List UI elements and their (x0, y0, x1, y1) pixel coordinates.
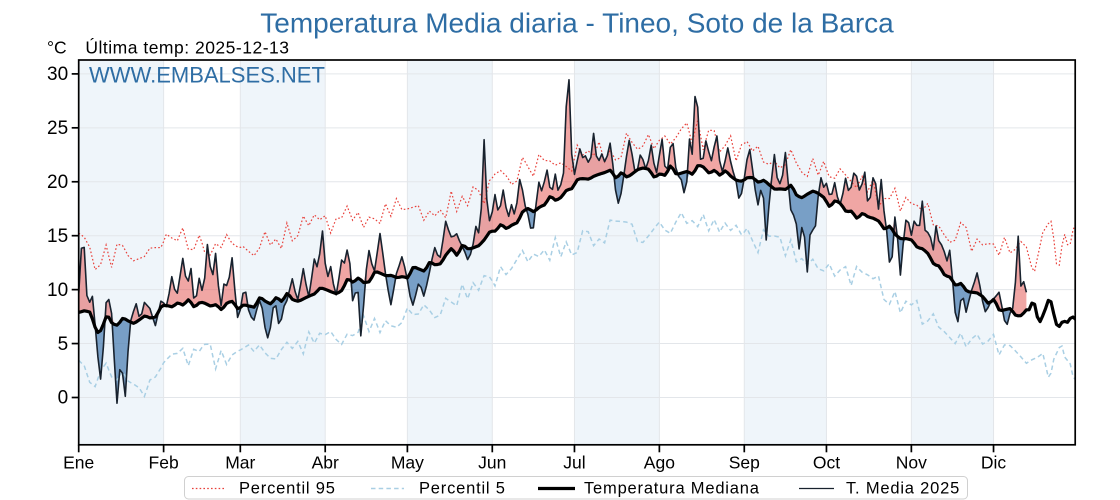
svg-text:Mar: Mar (225, 452, 255, 472)
svg-text:°C: °C (47, 37, 67, 57)
svg-text:30: 30 (47, 64, 68, 85)
svg-text:WWW.EMBALSES.NET: WWW.EMBALSES.NET (89, 63, 325, 88)
svg-text:Jul: Jul (563, 452, 585, 472)
svg-text:Percentil 5: Percentil 5 (419, 480, 506, 498)
svg-text:25: 25 (47, 118, 68, 139)
svg-text:Oct: Oct (813, 452, 840, 472)
svg-text:Feb: Feb (149, 452, 179, 472)
svg-text:Sep: Sep (729, 452, 760, 472)
svg-text:Ago: Ago (644, 452, 675, 472)
svg-text:10: 10 (47, 280, 68, 301)
svg-text:0: 0 (58, 388, 69, 409)
svg-text:May: May (391, 452, 424, 472)
svg-text:15: 15 (47, 226, 68, 247)
svg-text:Percentil 95: Percentil 95 (239, 480, 336, 498)
svg-text:Última temp: 2025-12-13: Última temp: 2025-12-13 (85, 36, 289, 57)
svg-text:Nov: Nov (896, 452, 927, 472)
svg-text:Abr: Abr (312, 452, 339, 472)
svg-text:Jun: Jun (478, 452, 506, 472)
svg-text:Dic: Dic (981, 452, 1007, 472)
svg-text:5: 5 (58, 334, 69, 355)
svg-text:Temperatura Mediana: Temperatura Mediana (584, 480, 760, 498)
svg-text:T. Media 2025: T. Media 2025 (846, 480, 960, 498)
svg-text:Ene: Ene (63, 452, 94, 472)
svg-text:Temperatura Media diaria - Tin: Temperatura Media diaria - Tineo, Soto d… (260, 8, 894, 39)
svg-text:20: 20 (47, 172, 68, 193)
